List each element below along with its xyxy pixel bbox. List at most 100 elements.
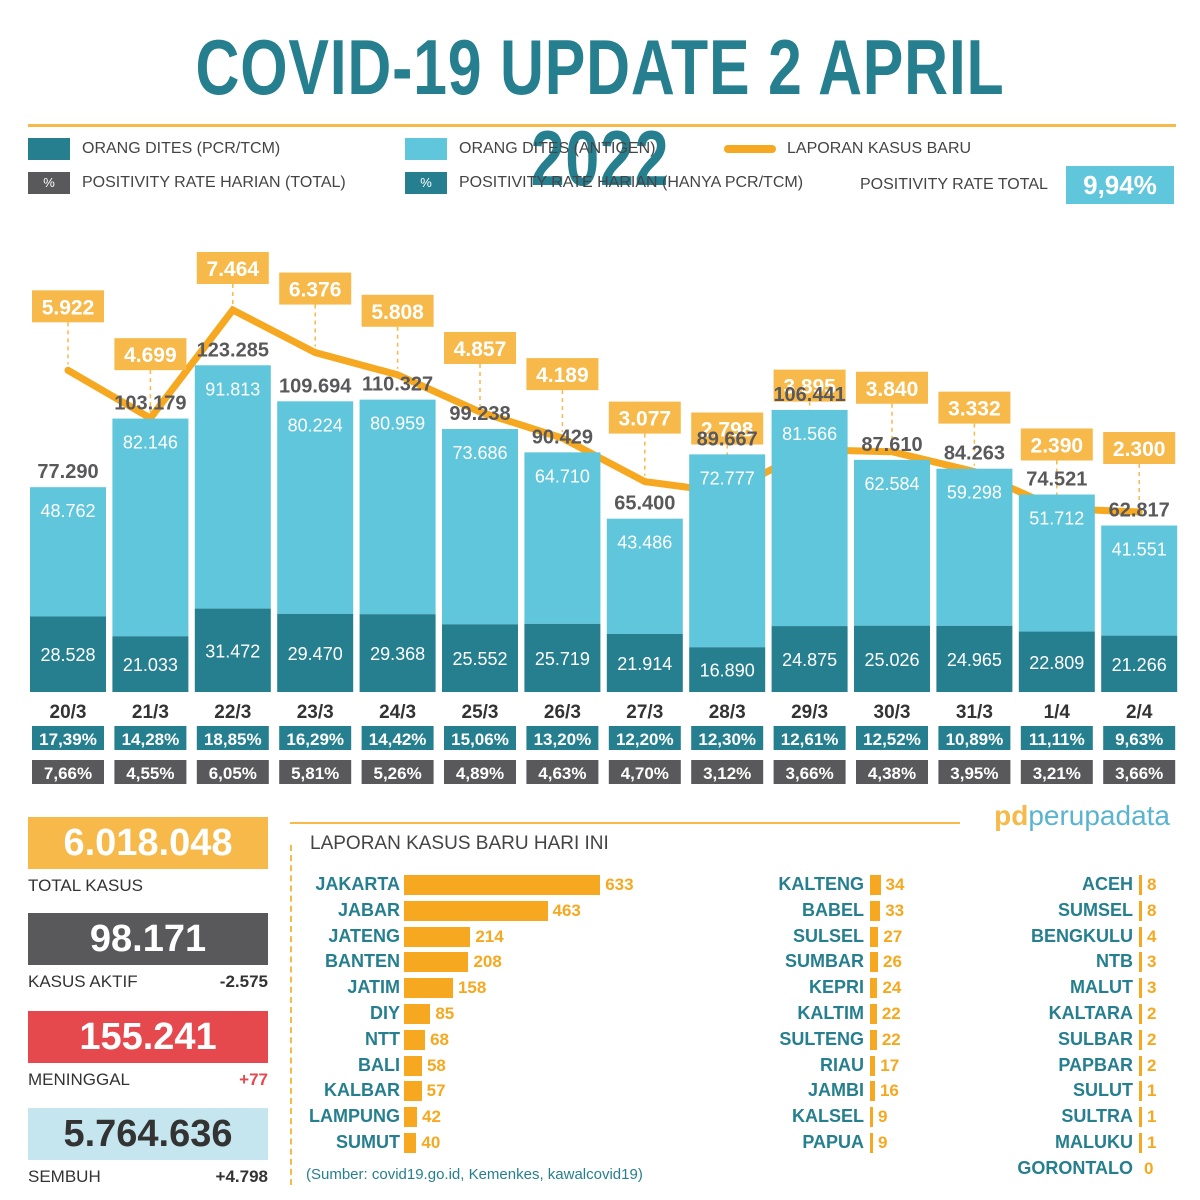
province-value: 9 — [878, 1133, 888, 1152]
province-bar — [1139, 1107, 1142, 1128]
province-value: 40 — [421, 1133, 441, 1152]
date-label-30/3: 30/3 — [874, 702, 911, 723]
province-bar — [404, 1055, 422, 1076]
total-tested-25/3: 99.238 — [449, 403, 510, 425]
province-bar — [1139, 1081, 1142, 1102]
antigen-value-30/3: 62.584 — [864, 474, 919, 494]
province-value: 8 — [1147, 875, 1157, 894]
antigen-bar-31/3 — [936, 468, 1013, 626]
pcr-bar-25/3 — [442, 624, 518, 692]
province-bar — [870, 1107, 873, 1128]
pr-pcr-value-27/3: 12,20% — [616, 730, 674, 749]
province-value: 34 — [885, 875, 905, 894]
province-bar — [1139, 1055, 1142, 1076]
pr-pcr-box-28/3 — [691, 726, 764, 750]
date-label-31/3: 31/3 — [956, 702, 993, 723]
new-cases-label-box-31/3 — [938, 391, 1011, 424]
province-title: LAPORAN KASUS BARU HARI INI — [310, 833, 609, 854]
province-value: 17 — [880, 1055, 900, 1075]
pr-pcr-box-30/3 — [856, 726, 928, 750]
total-tested-23/3: 109.694 — [279, 375, 352, 397]
pcr-value-29/3: 24.875 — [782, 650, 837, 670]
pr-total-value-1/4: 3,21% — [1033, 764, 1081, 783]
new-cases-label-21/3: 4.699 — [124, 344, 177, 367]
new-cases-label-30/3: 3.840 — [866, 378, 919, 401]
antigen-value-20/3: 48.762 — [40, 501, 95, 521]
pr-overall-value: 9,94% — [1066, 166, 1174, 204]
province-value: 0 — [1144, 1158, 1154, 1178]
province-name: MALUKU — [1055, 1132, 1133, 1152]
testing-chart: 5.922 4.699 7.464 6.376 5.808 4.857 4.189 3.077… — [30, 252, 1178, 784]
date-label-28/3: 28/3 — [709, 702, 746, 723]
province-bar — [870, 952, 879, 973]
pr-total-box-30/3 — [856, 760, 928, 784]
legend-new-cases-label: LAPORAN KASUS BARU — [787, 140, 972, 157]
pr-pcr-box-1/4 — [1020, 726, 1093, 750]
total-tested-27/3: 65.400 — [614, 493, 675, 515]
antigen-value-27/3: 43.486 — [617, 533, 672, 553]
pcr-bar-1/4 — [1018, 631, 1095, 692]
province-value: 4 — [1147, 926, 1157, 946]
new-cases-label-29/3: 3.895 — [783, 376, 836, 399]
province-value: 26 — [883, 952, 902, 972]
province-value: 463 — [552, 900, 581, 920]
pr-total-value-20/3: 7,66% — [44, 764, 92, 783]
pr-pcr-box-2/4 — [1103, 726, 1176, 750]
new-cases-label-box-29/3 — [773, 369, 846, 402]
pcr-bar-31/3 — [936, 625, 1013, 692]
new-cases-label-box-21/3 — [114, 338, 187, 371]
antigen-bar-29/3 — [771, 409, 848, 627]
new-cases-line — [64, 305, 1143, 516]
pr-pcr-box-25/3 — [444, 726, 516, 750]
pr-pcr-value-29/3: 12,61% — [781, 730, 839, 749]
pr-total-box-27/3 — [608, 760, 681, 784]
total-tested-1/4: 74.521 — [1026, 469, 1087, 491]
page-title: COVID-19 UPDATE 2 APRIL 2022 — [195, 23, 1005, 202]
province-top-rule — [290, 822, 960, 824]
province-bar — [404, 978, 453, 999]
province-value: 1 — [1147, 1081, 1157, 1101]
province-name: RIAU — [820, 1054, 864, 1075]
pr-pcr-value-30/3: 12,52% — [863, 730, 921, 749]
total-tested-28/3: 89.667 — [697, 428, 758, 450]
province-name: SUMSEL — [1057, 899, 1133, 920]
pcr-bar-28/3 — [689, 647, 766, 692]
new-cases-label-box-22/3 — [196, 252, 269, 284]
pr-pcr-box-27/3 — [608, 726, 681, 750]
pcr-value-25/3: 25.552 — [452, 649, 507, 669]
province-value: 208 — [473, 952, 502, 972]
pr-total-box-2/4 — [1103, 760, 1176, 784]
pr-total-box-1/4 — [1020, 760, 1093, 784]
pr-total-value-26/3: 4,63% — [538, 764, 586, 783]
new-cases-label-box-20/3 — [32, 290, 104, 323]
province-value: 22 — [881, 1029, 901, 1049]
province-name: JAMBI — [807, 1080, 864, 1101]
province-value: 2 — [1147, 1055, 1157, 1075]
total-cases-value: 6.018.048 — [28, 817, 268, 869]
date-label-26/3: 26/3 — [544, 702, 581, 723]
province-bar — [404, 900, 548, 921]
province-bar — [1139, 900, 1142, 921]
province-name: KALSEL — [792, 1106, 864, 1127]
active-cases-value: 98.171 — [28, 913, 268, 965]
pr-total-value-30/3: 4,38% — [868, 764, 916, 783]
antigen-value-28/3: 72.777 — [700, 468, 755, 488]
date-label-25/3: 25/3 — [462, 702, 499, 723]
pr-total-value-23/3: 5,81% — [291, 764, 339, 783]
pr-pcr-value-23/3: 16,29% — [286, 730, 344, 749]
province-bar — [1139, 926, 1142, 947]
pr-total-box-23/3 — [279, 760, 352, 784]
pr-total-value-2/4: 3,66% — [1115, 764, 1163, 783]
antigen-bar-2/4 — [1101, 525, 1178, 636]
pr-total-value-31/3: 3,95% — [950, 764, 998, 783]
new-cases-label-box-1/4 — [1020, 428, 1093, 461]
pr-overall-label: POSITIVITY RATE TOTAL — [860, 176, 1048, 193]
new-cases-label-box-30/3 — [856, 371, 928, 404]
province-value: 158 — [457, 978, 487, 998]
pcr-bar-24/3 — [359, 614, 436, 692]
province-name: SULTRA — [1061, 1106, 1133, 1127]
pr-total-box-26/3 — [526, 760, 599, 784]
province-value: 22 — [881, 1004, 901, 1023]
title-divider — [28, 124, 1176, 127]
pr-total-box-24/3 — [361, 760, 434, 784]
